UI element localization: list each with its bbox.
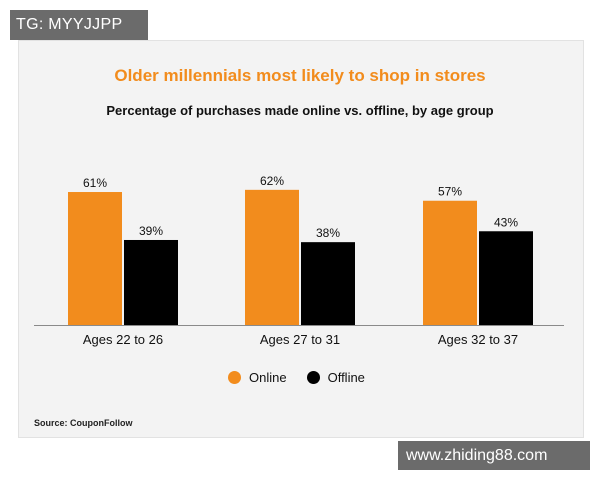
- data-label-offline-3: 43%: [494, 215, 518, 229]
- data-label-online-1: 61%: [83, 176, 107, 190]
- chart-subtitle: Percentage of purchases made online vs. …: [106, 103, 494, 118]
- legend-label-online: Online: [249, 370, 287, 385]
- bar-offline-1: [124, 239, 178, 325]
- bar-offline-2: [301, 242, 355, 325]
- data-label-online-2: 62%: [260, 174, 284, 188]
- bar-offline-3: [479, 231, 533, 325]
- data-label-offline-1: 39%: [139, 224, 163, 238]
- bar-online-3: [423, 200, 477, 325]
- legend-item-offline: Offline: [306, 370, 365, 385]
- legend: Online Offline: [228, 370, 385, 385]
- data-label-online-3: 57%: [438, 185, 462, 199]
- legend-swatch-online: [228, 371, 241, 384]
- legend-label-offline: Offline: [327, 370, 365, 385]
- source-note: Source: CouponFollow: [34, 418, 133, 428]
- data-label-offline-2: 38%: [316, 226, 340, 240]
- x-tick-label-2: Ages 27 to 31: [260, 332, 340, 347]
- legend-item-online: Online: [228, 370, 287, 385]
- chart-title: Older millennials most likely to shop in…: [114, 66, 486, 85]
- watermark-bottom: www.zhiding88.com: [398, 441, 590, 470]
- legend-swatch-offline: [306, 371, 320, 384]
- watermark-top: TG: MYYJJPP: [10, 10, 148, 40]
- x-tick-label-1: Ages 22 to 26: [83, 332, 163, 347]
- x-tick-label-3: Ages 32 to 37: [438, 332, 518, 347]
- bar-online-1: [68, 192, 122, 325]
- bar-online-2: [245, 189, 299, 325]
